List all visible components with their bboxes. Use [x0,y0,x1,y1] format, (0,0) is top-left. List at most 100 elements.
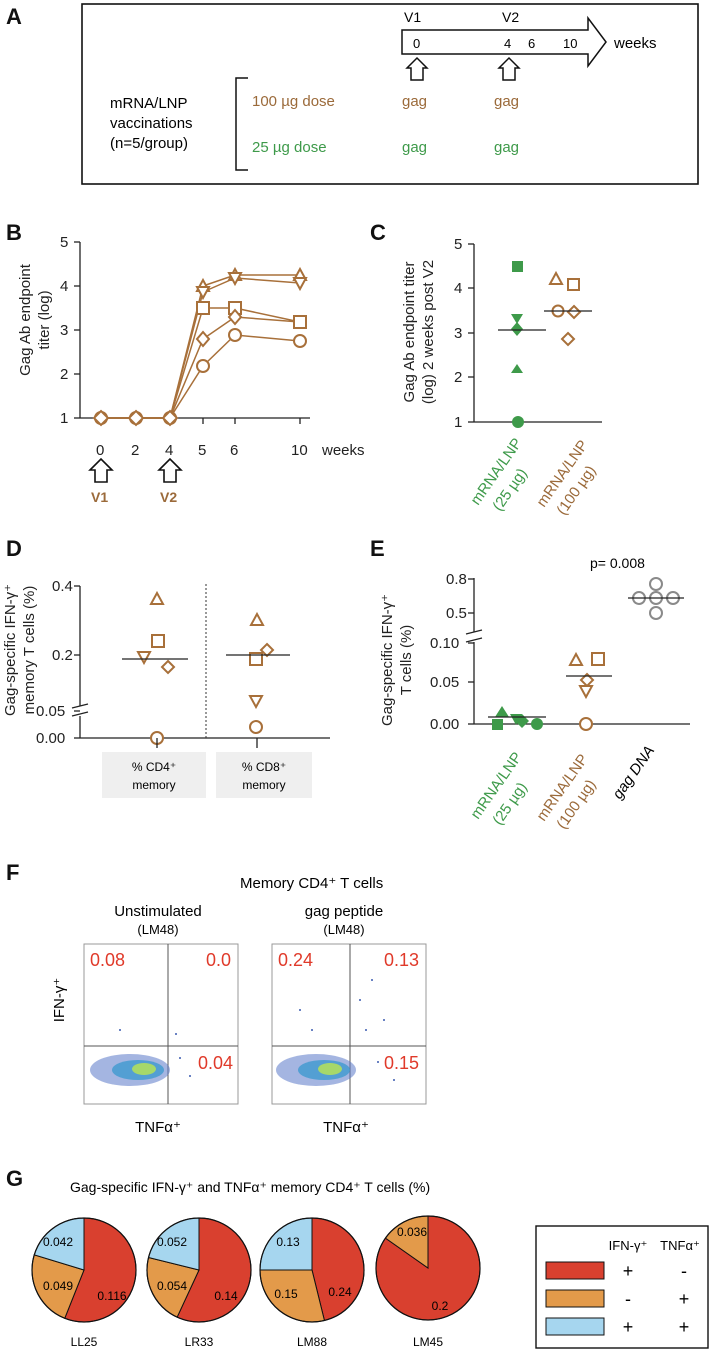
group-bracket [235,77,248,171]
g-pie4-red: 0.2 [432,1299,449,1313]
panel-b-yticks: 1 2 3 4 5 [60,234,80,427]
b-v1-label: V1 [91,489,108,505]
e-ytick-010: 0.10 [430,635,459,652]
b-xtick-2: 2 [131,442,139,459]
d-cd4-label-2: memory [132,778,175,792]
legend-h2: TNFα⁺ [660,1238,700,1253]
v1-arrow-icon [405,56,429,81]
g-pie-name-3: LM88 [297,1335,327,1349]
g-pie-name-2: LR33 [185,1335,214,1349]
e-pvalue: p= 0.008 [590,555,645,571]
panel-g-label: G [6,1166,23,1191]
legend-r2-c2: + [679,1289,690,1309]
f-left-q-lr: 0.04 [198,1053,233,1073]
g-pie-name-4: LM45 [413,1335,443,1349]
panel-c-ylabel-2: (log) 2 weeks post V2 [420,260,437,404]
d-axis-break-2 [71,711,89,717]
timeline-arrow [401,15,607,69]
panel-e-ylabel-1: Gag-specific IFN-γ⁺ [379,594,396,726]
b-xunit: weeks [321,442,365,459]
gag-100-v1: gag [402,93,427,110]
panel-d-cd4-points [136,590,176,745]
g-pie2-red: 0.14 [214,1289,238,1303]
b-v2-label: V2 [160,489,177,505]
gag-25-v1: gag [402,139,427,156]
d-ytick-02: 0.2 [52,647,73,664]
f-left-xlab: TNFα⁺ [135,1119,181,1136]
c-ytick-1: 1 [454,414,462,431]
f-right-q-ul: 0.24 [278,950,313,970]
vacc-line-2: vaccinations [110,115,193,132]
pie-outline [375,1215,481,1321]
panel-d-ylabel-2: memory T cells (%) [21,586,38,715]
g-pie2-blue: 0.052 [157,1235,187,1249]
panel-c-label: C [370,220,386,245]
g-pie2-orange: 0.054 [157,1279,187,1293]
panel-e-brown-points [568,651,605,731]
dose-100-label: 100 µg dose [252,93,335,110]
b-ytick-3: 3 [60,322,68,339]
panel-e-ylabel-2: T cells (%) [398,625,415,696]
d-cd8-label-box [216,752,312,798]
b-xtick-10: 10 [291,442,308,459]
pie-outline [31,1217,137,1323]
g-pie3-blue: 0.13 [276,1235,300,1249]
timeline-weeks: weeks [613,35,657,52]
panel-d-label: D [6,536,22,561]
e-ytick-005: 0.05 [430,674,459,691]
b-xtick-0: 0 [96,442,104,459]
timeline-v2: V2 [502,9,519,25]
dose-25-label: 25 µg dose [252,139,327,156]
f-right-q-ur: 0.13 [384,950,419,970]
b-ytick-4: 4 [60,278,68,295]
pie-outline [259,1217,365,1323]
panel-a-label: A [6,4,22,29]
gag-100-v2: gag [494,93,519,110]
b-v1-arrow-icon [88,457,114,483]
e-ytick-08: 0.8 [446,571,467,588]
legend-h1: IFN-γ⁺ [609,1238,648,1253]
legend-r3-c1: + [623,1317,634,1337]
panel-c-yticks: 1 2 3 4 5 [454,236,474,431]
f-right-title: gag peptide [305,903,383,920]
b-ytick-5: 5 [60,234,68,251]
f-right-plot [271,943,427,1105]
d-ytick-005: 0.05 [36,703,65,720]
b-xtick-4: 4 [165,442,173,459]
g-pie3-red: 0.24 [328,1285,352,1299]
g-pies [31,1215,481,1323]
legend-r2-c1: - [625,1289,631,1309]
f-right-q-lr: 0.15 [384,1053,419,1073]
b-xtick-5: 5 [198,442,206,459]
pie-outline [146,1217,252,1323]
d-axis-break-1 [71,703,89,709]
panel-b-ylabel-2: titer (log) [36,290,53,349]
v2-arrow-icon [497,56,521,81]
f-right-sub: (LM48) [323,922,364,937]
timeline-v1: V1 [404,9,421,25]
panel-b-series [101,274,301,419]
g-title: Gag-specific IFN-γ⁺ and TNFα⁺ memory CD4… [70,1179,430,1195]
b-ytick-1: 1 [60,410,68,427]
e-ytick-05: 0.5 [446,605,467,622]
g-pie-name-1: LL25 [71,1335,98,1349]
b-ytick-2: 2 [60,366,68,383]
e-axis-break-1 [465,629,483,635]
f-right-xlab: TNFα⁺ [323,1119,369,1136]
legend-r3-c2: + [679,1317,690,1337]
c-ytick-5: 5 [454,236,462,253]
legend-r1-c2: - [681,1261,687,1281]
e-group-dna: gag DNA [609,743,658,803]
timeline-tick-10: 10 [563,36,577,51]
panel-f-label: F [6,860,19,885]
panel-c-ylabel-1: Gag Ab endpoint titer [401,262,418,403]
g-pie1-orange: 0.049 [43,1279,73,1293]
f-left-q-ur: 0.0 [206,950,231,970]
c-ytick-4: 4 [454,280,462,297]
timeline-tick-4: 4 [504,36,511,51]
f-left-q-ul: 0.08 [90,950,125,970]
panel-d-cd8-points [248,611,275,734]
panel-e-yticks: 0.00 0.05 0.10 0.5 0.8 [430,571,474,733]
panel-b-label: B [6,220,22,245]
d-cd4-label-box [102,752,206,798]
